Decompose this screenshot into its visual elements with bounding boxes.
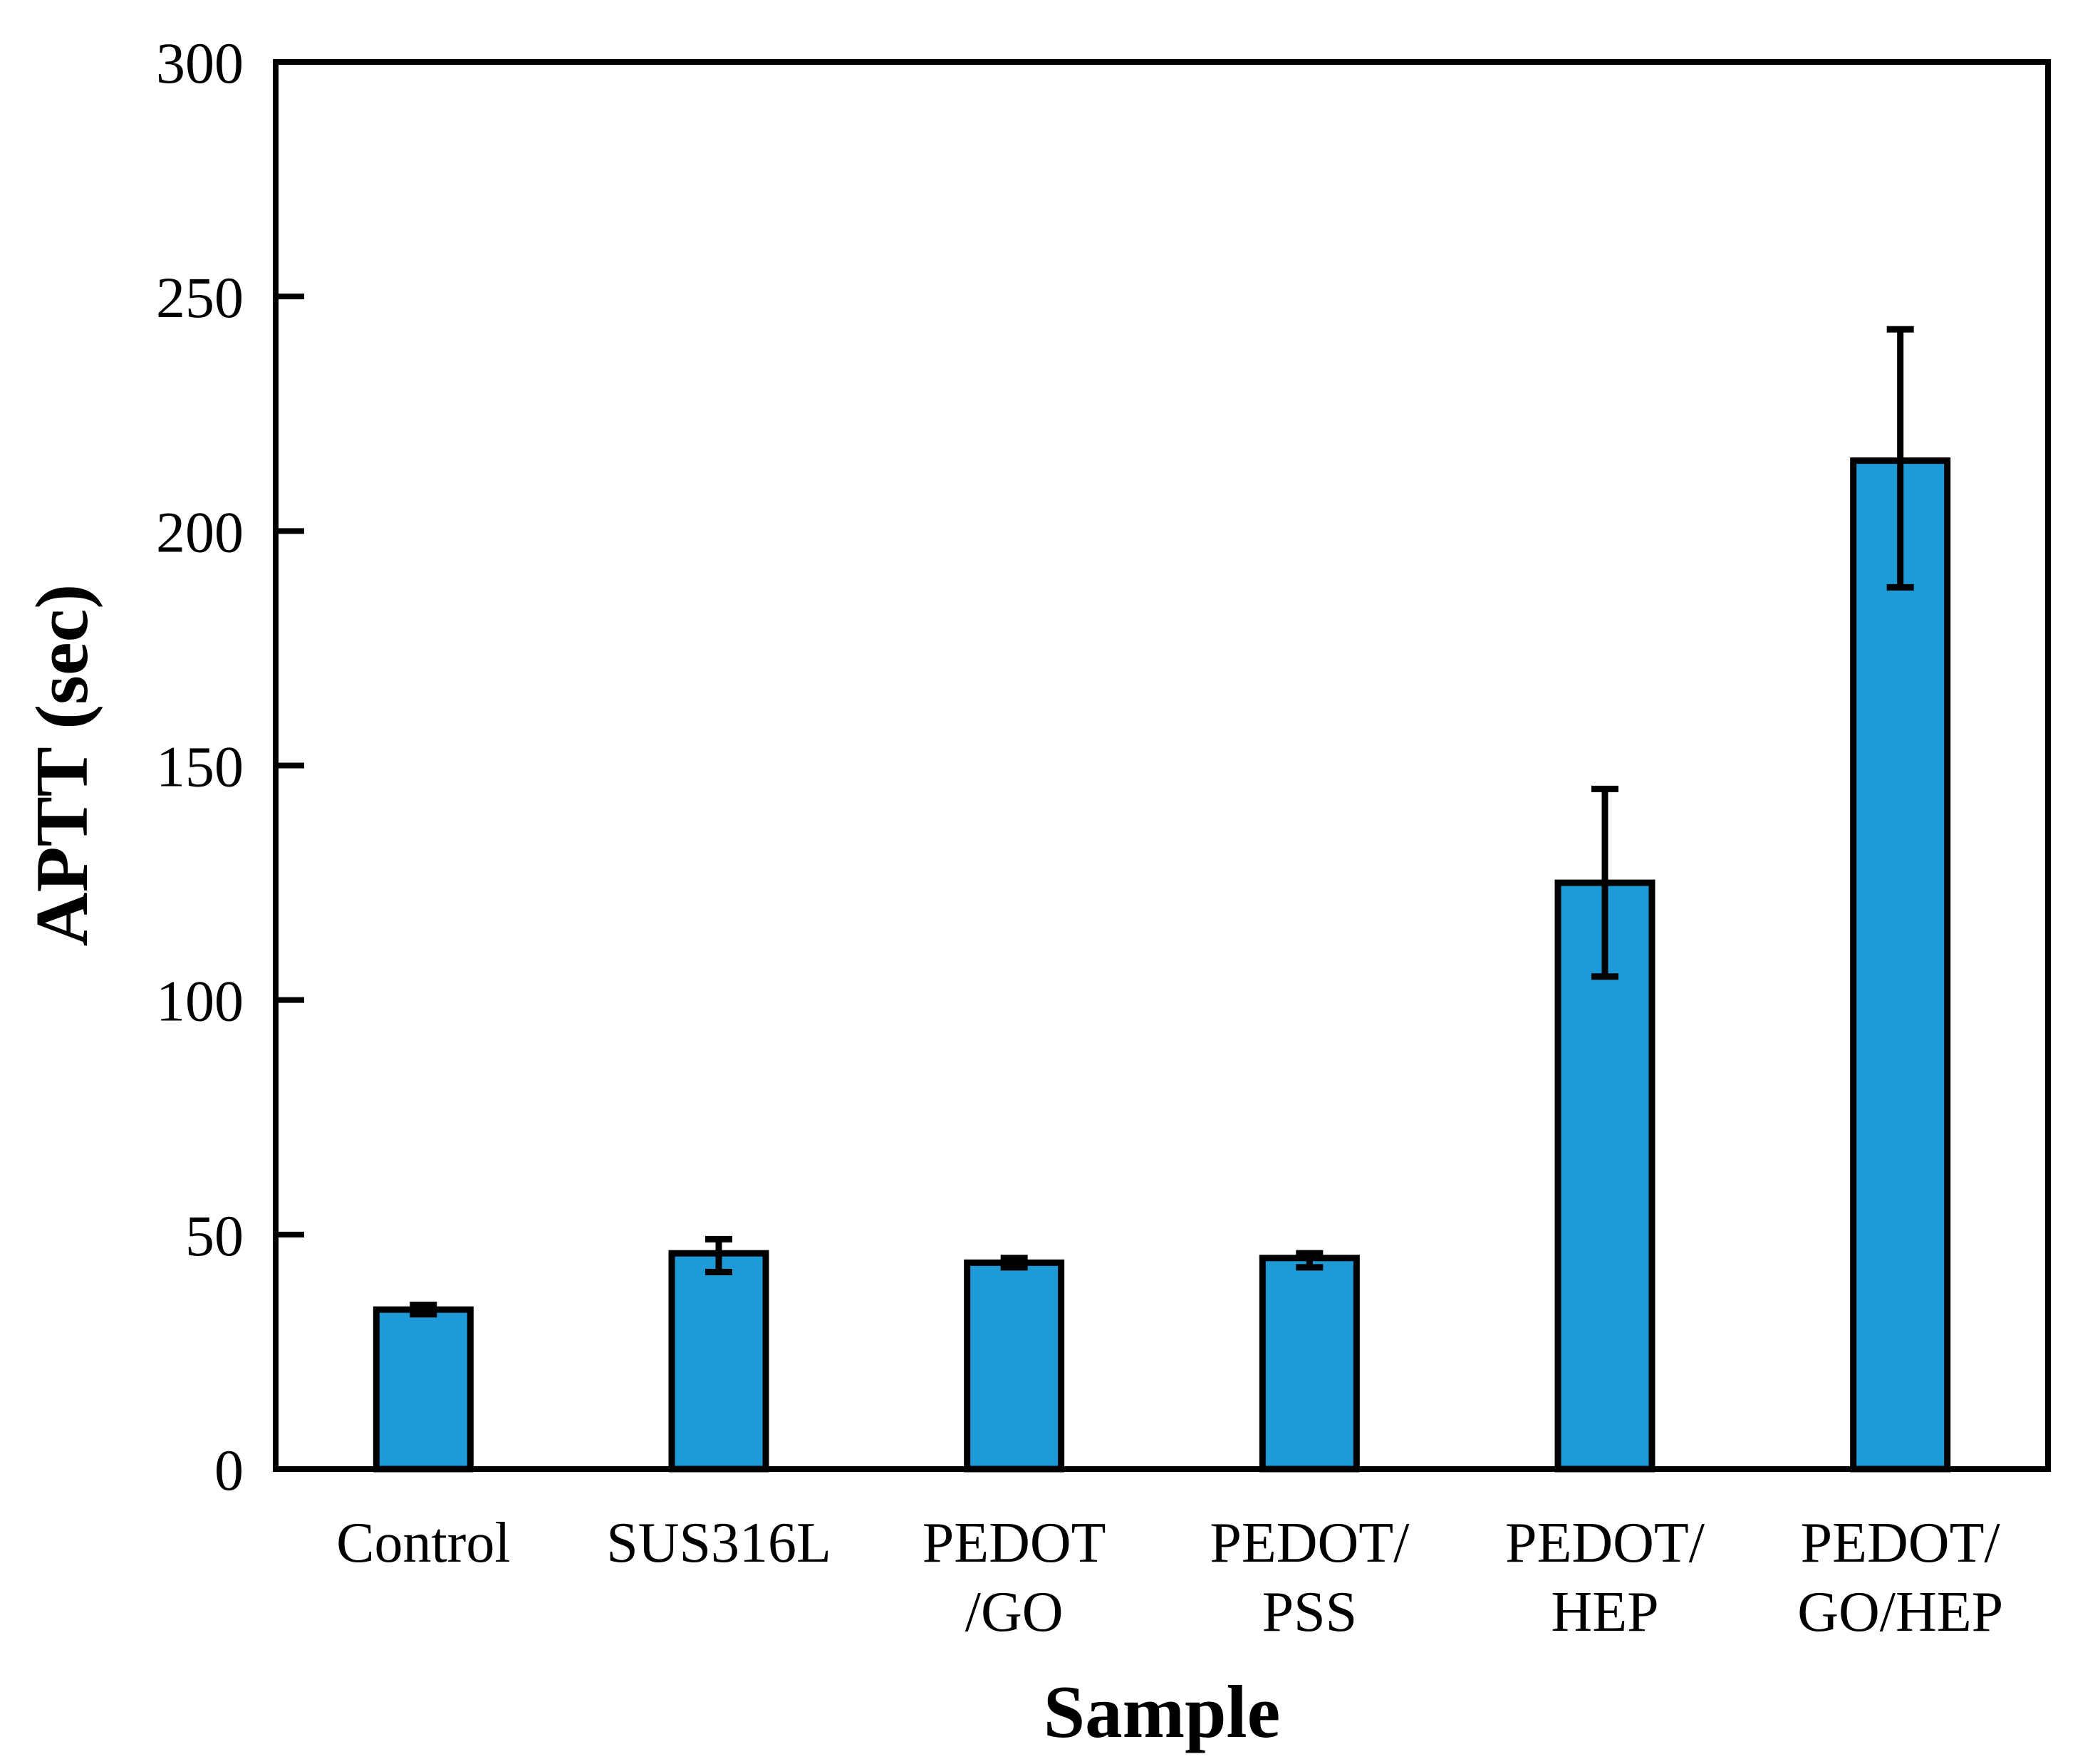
y-tick-label: 200: [156, 499, 244, 564]
bar: [668, 1250, 769, 1473]
category-labels-layer: Control SUS316L PEDOT/GO PEDOT/PSS PEDOT/HEP…: [336, 1512, 2003, 1644]
category-label: HEP: [1551, 1581, 1658, 1644]
category-label: PEDOT/: [1801, 1512, 2001, 1574]
category-label: GO/HEP: [1797, 1581, 2003, 1644]
plot-frame: [273, 59, 2051, 1472]
y-tick-label: 50: [185, 1203, 244, 1268]
y-tick-label: 100: [156, 969, 244, 1034]
axes-frame-layer: [273, 59, 2051, 1472]
bars-layer: [373, 457, 1951, 1473]
y-tick-label: 150: [156, 735, 244, 799]
bar: [964, 1259, 1065, 1473]
category-label: PEDOT/: [1210, 1512, 1410, 1574]
category-label: SUS316L: [606, 1512, 831, 1574]
category-label: /GO: [965, 1581, 1064, 1644]
y-tick-label: 300: [156, 31, 244, 95]
category-label: PEDOT/: [1505, 1512, 1705, 1574]
y-ticks-layer: [279, 294, 304, 1238]
category-label: PEDOT: [922, 1512, 1106, 1574]
bar: [373, 1306, 474, 1473]
y-tick-labels-layer: 0 50 100 150 200 250 300: [156, 31, 244, 1503]
y-axis-title: APTT (sec): [20, 584, 103, 946]
y-tick-label: 250: [156, 265, 244, 330]
error-bars-layer: [410, 326, 1914, 1318]
category-label: Control: [336, 1512, 510, 1574]
y-tick-label: 0: [214, 1438, 244, 1503]
bar: [1850, 457, 1951, 1473]
x-axis-title: Sample: [1044, 1670, 1281, 1753]
bar: [1259, 1255, 1360, 1473]
category-label: PSS: [1262, 1581, 1357, 1644]
